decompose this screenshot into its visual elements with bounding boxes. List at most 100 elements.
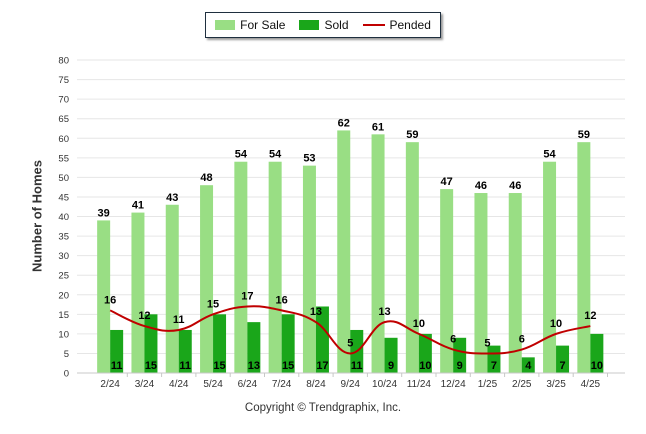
sold-bar xyxy=(110,329,124,373)
sold-value-label: 13 xyxy=(248,360,260,372)
x-tick-label: 4/25 xyxy=(581,379,601,390)
for-sale-value-label: 59 xyxy=(406,129,418,141)
for-sale-bar xyxy=(440,189,454,373)
y-tick-label: 25 xyxy=(58,271,69,282)
pended-line xyxy=(109,305,591,355)
legend-item-sold[interactable]: Sold xyxy=(299,18,349,32)
for-sale-value-label: 61 xyxy=(372,121,384,133)
for-sale-bar xyxy=(405,142,419,373)
for-sale-bar xyxy=(337,130,351,373)
x-tick-label: 10/24 xyxy=(372,379,397,390)
for-sale-bar xyxy=(97,220,111,373)
y-tick-label: 75 xyxy=(58,75,69,86)
y-tick-label: 45 xyxy=(58,192,69,203)
x-tick-label: 8/24 xyxy=(306,379,326,390)
x-tick-label: 2/24 xyxy=(100,379,120,390)
sold-value-label: 9 xyxy=(388,360,394,372)
legend-label-sold: Sold xyxy=(324,18,349,32)
x-tick-label: 9/24 xyxy=(341,379,361,390)
y-tick-label: 5 xyxy=(64,349,69,360)
sold-bar xyxy=(281,314,295,373)
y-tick-label: 70 xyxy=(58,95,69,106)
y-tick-label: 80 xyxy=(58,56,69,67)
y-axis-title: Number of Homes xyxy=(29,160,45,272)
for-sale-swatch xyxy=(215,20,236,30)
pended-value-label: 6 xyxy=(450,334,456,346)
sold-bar xyxy=(384,337,398,373)
y-tick-label: 20 xyxy=(58,290,69,301)
sold-bar xyxy=(590,333,604,373)
x-tick-label: 11/24 xyxy=(407,379,432,390)
pended-value-label: 13 xyxy=(378,306,390,318)
pended-value-label: 11 xyxy=(173,314,185,326)
pended-value-label: 15 xyxy=(207,298,219,310)
sold-swatch xyxy=(299,20,320,30)
x-tick-label: 12/24 xyxy=(441,379,466,390)
for-sale-bar xyxy=(577,142,591,373)
pended-value-label: 17 xyxy=(241,290,253,302)
y-tick-label: 0 xyxy=(64,369,69,380)
pended-value-label: 5 xyxy=(347,337,353,349)
legend: For Sale Sold Pended xyxy=(205,12,441,38)
y-tick-label: 35 xyxy=(58,232,69,243)
for-sale-value-label: 39 xyxy=(98,207,110,219)
pended-value-label: 12 xyxy=(138,310,150,322)
sold-bar xyxy=(178,329,192,373)
for-sale-value-label: 54 xyxy=(269,149,282,161)
pended-value-label: 10 xyxy=(550,318,562,330)
pended-value-label: 6 xyxy=(519,334,525,346)
sold-bar xyxy=(213,314,227,373)
for-sale-value-label: 62 xyxy=(338,117,350,129)
sold-bar xyxy=(315,306,329,373)
sold-value-label: 17 xyxy=(316,360,328,372)
for-sale-bar xyxy=(302,165,316,373)
pended-value-label: 16 xyxy=(276,294,288,306)
for-sale-value-label: 54 xyxy=(235,149,248,161)
pended-line-layer xyxy=(109,305,591,355)
for-sale-value-label: 59 xyxy=(578,129,590,141)
pended-swatch xyxy=(362,24,385,26)
for-sale-value-label: 41 xyxy=(132,200,144,212)
for-sale-value-label: 54 xyxy=(543,149,556,161)
x-tick-label: 3/24 xyxy=(135,379,155,390)
for-sale-bar xyxy=(474,193,488,373)
sold-value-label: 15 xyxy=(213,360,225,372)
pended-value-label: 12 xyxy=(584,310,596,322)
y-tick-label: 65 xyxy=(58,114,69,125)
legend-label-for-sale: For Sale xyxy=(240,18,286,32)
legend-item-pended[interactable]: Pended xyxy=(362,18,431,32)
sold-value-label: 11 xyxy=(179,360,191,372)
x-tick-label: 6/24 xyxy=(238,379,258,390)
data-labels: 3911164115124311114815155413175415165317… xyxy=(98,117,603,372)
sold-bar xyxy=(521,357,535,373)
for-sale-bar xyxy=(543,161,557,373)
for-sale-bar xyxy=(165,204,179,373)
for-sale-value-label: 53 xyxy=(303,153,315,165)
y-tick-label: 60 xyxy=(58,134,69,145)
sold-value-label: 15 xyxy=(145,360,157,372)
y-tick-label: 55 xyxy=(58,153,69,164)
y-tick-label: 40 xyxy=(58,212,69,223)
sold-bar xyxy=(247,322,261,373)
legend-item-for-sale[interactable]: For Sale xyxy=(215,18,285,32)
for-sale-value-label: 46 xyxy=(475,180,487,192)
sold-value-label: 11 xyxy=(351,360,363,372)
for-sale-value-label: 46 xyxy=(509,180,521,192)
x-tick-label: 7/24 xyxy=(272,379,292,390)
sold-bar xyxy=(556,345,570,373)
for-sale-bar xyxy=(200,185,214,373)
grid-lines xyxy=(77,59,625,374)
y-tick-label: 50 xyxy=(58,173,69,184)
sold-bar xyxy=(453,337,467,373)
for-sale-value-label: 43 xyxy=(166,192,178,204)
x-tick-label: 5/24 xyxy=(203,379,223,390)
x-tick-label: 2/25 xyxy=(512,379,532,390)
for-sale-bar xyxy=(508,193,522,373)
for-sale-bar xyxy=(131,212,145,373)
sold-value-label: 4 xyxy=(525,360,532,372)
x-tick-label: 1/25 xyxy=(478,379,498,390)
sold-value-label: 7 xyxy=(491,360,497,372)
sold-value-label: 10 xyxy=(419,360,431,372)
copyright-text: Copyright © Trendgraphix, Inc. xyxy=(244,402,402,414)
